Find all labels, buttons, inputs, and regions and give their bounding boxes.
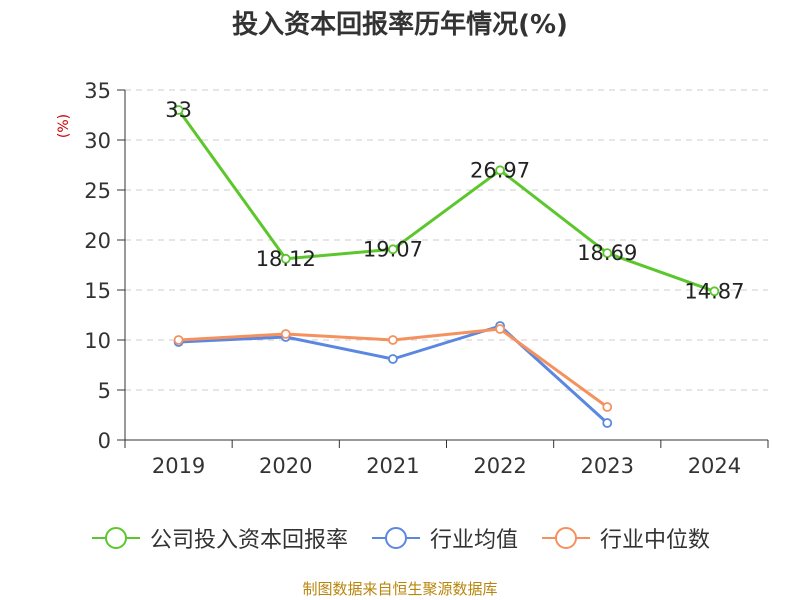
data-point [602, 418, 613, 428]
y-tick-label: 10 [84, 329, 111, 353]
data-point [173, 105, 184, 115]
data-point [495, 324, 505, 334]
data-label: 26.97 [470, 158, 530, 182]
y-tick-label: 25 [84, 179, 111, 203]
data-point [602, 248, 613, 259]
x-tick-label: 2023 [581, 454, 634, 478]
x-tick-label: 2024 [688, 454, 741, 478]
legend-item[interactable]: 公司投入资本回报率 [90, 522, 348, 554]
x-tick-label: 2020 [259, 454, 312, 478]
data-label: 18.69 [577, 241, 637, 265]
legend-label: 公司投入资本回报率 [149, 528, 348, 553]
chart-title: 投入资本回报率历年情况(%) [232, 10, 568, 40]
data-point [280, 329, 291, 339]
data-point [388, 354, 398, 364]
data-point [495, 165, 505, 176]
legend-item[interactable]: 行业中位数 [540, 522, 710, 554]
data-source-note: 制图数据来自恒生聚源数据库 [302, 580, 498, 598]
y-tick-label: 30 [84, 129, 111, 153]
y-tick-label: 5 [98, 379, 111, 403]
legend: 公司投入资本回报率 行业均值 行业中位数 [0, 518, 800, 558]
data-label: 14.87 [684, 279, 744, 303]
data-point [388, 335, 398, 345]
x-tick-label: 2019 [152, 454, 205, 478]
x-tick-label: 2022 [473, 454, 526, 478]
data-label: 18.12 [256, 247, 316, 271]
legend-marker-icon [542, 527, 590, 549]
data-point [388, 244, 398, 255]
data-point [173, 335, 184, 345]
data-point [280, 253, 291, 264]
legend-label: 行业中位数 [600, 528, 711, 553]
data-point [602, 402, 613, 412]
y-tick-label: 0 [98, 429, 111, 453]
x-tick-label: 2021 [366, 454, 419, 478]
data-label: 33 [165, 98, 192, 122]
data-point [709, 286, 720, 297]
y-tick-label: 20 [84, 229, 111, 253]
legend-marker-icon [371, 527, 420, 549]
legend-marker-icon [91, 527, 140, 549]
data-label: 19.07 [363, 237, 423, 261]
legend-item[interactable]: 行业均值 [370, 522, 518, 554]
y-tick-label: 15 [84, 279, 111, 303]
legend-label: 行业均值 [429, 528, 518, 553]
y-tick-label: 35 [84, 79, 111, 103]
series-line [177, 109, 715, 293]
y-axis-label: (%) [56, 114, 72, 138]
